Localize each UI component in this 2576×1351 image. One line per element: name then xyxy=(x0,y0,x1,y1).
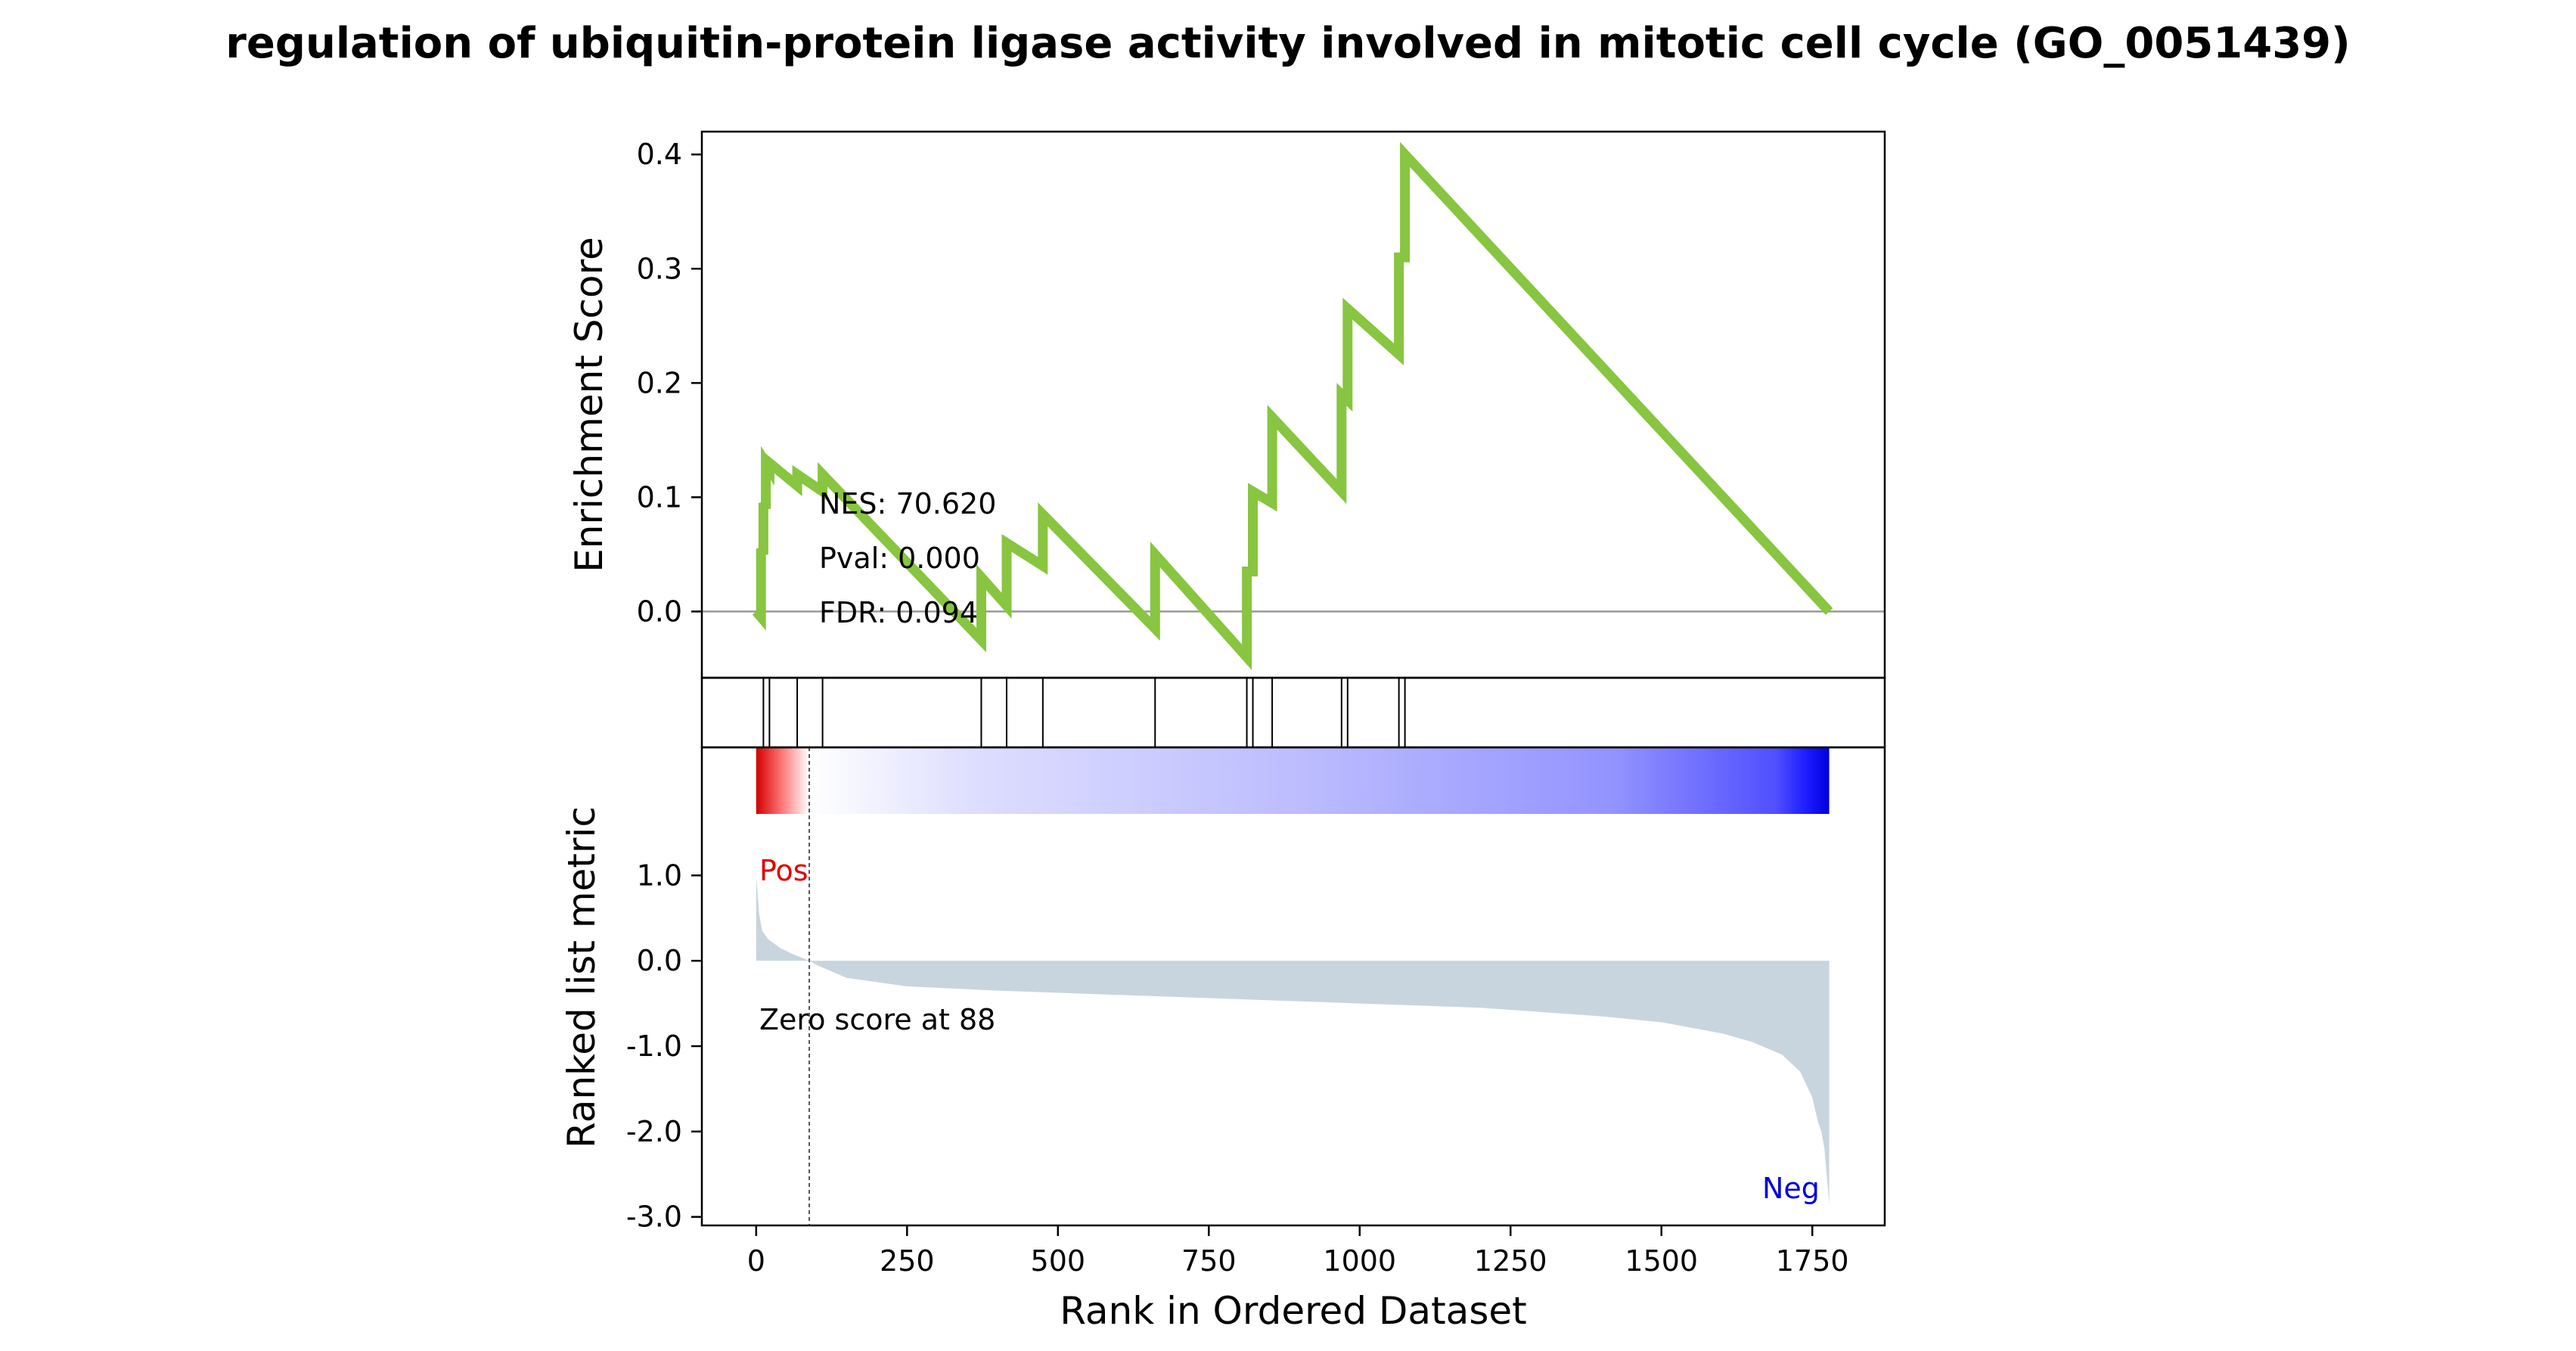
metric-panel-frame xyxy=(700,746,1886,1227)
x-tick-label: 1000 xyxy=(1323,1244,1396,1278)
metric-y-tick-label: -3.0 xyxy=(626,1200,682,1234)
x-axis-label: Rank in Ordered Dataset xyxy=(1060,1289,1526,1333)
nes-annotation: NES: 70.620 xyxy=(819,487,996,520)
metric-y-axis-label: Ranked list metric xyxy=(560,806,604,1148)
heat-bar xyxy=(756,747,1830,814)
es-y-tick-label: 0.1 xyxy=(637,480,682,514)
es-y-axis-label: Enrichment Score xyxy=(567,237,611,573)
fdr-annotation: FDR: 0.094 xyxy=(819,596,978,629)
es-y-tick-label: 0.2 xyxy=(637,366,682,399)
x-tick-label: 0 xyxy=(747,1244,765,1278)
neg-label: Neg xyxy=(1762,1172,1820,1205)
zero-score-label: Zero score at 88 xyxy=(759,1003,995,1036)
metric-y-tick-label: -1.0 xyxy=(626,1030,682,1063)
hits-panel-frame xyxy=(700,676,1886,749)
x-tick-label: 750 xyxy=(1181,1244,1237,1278)
metric-y-tick-label: -2.0 xyxy=(626,1115,682,1148)
x-tick-label: 1500 xyxy=(1625,1244,1698,1278)
metric-y-tick-label: 0.0 xyxy=(637,944,682,977)
pos-label: Pos xyxy=(759,854,808,887)
metric-y-ticks: 1.0 0.0 -1.0 -2.0 -3.0 xyxy=(626,859,702,1234)
metric-panel: Pos Neg Zero score at 88 1.0 0.0 -1.0 -2.0 -… xyxy=(560,747,1830,1234)
es-y-tick-label: 0.3 xyxy=(637,252,682,285)
chart-title: regulation of ubiquitin-protein ligase a… xyxy=(225,19,2350,68)
x-tick-label: 250 xyxy=(880,1244,935,1278)
x-tick-label: 1750 xyxy=(1776,1244,1849,1278)
es-series-group xyxy=(752,141,1833,670)
es-y-tick-label: 0.0 xyxy=(637,595,682,628)
es-y-ticks: 0.0 0.1 0.2 0.3 0.4 xyxy=(637,138,702,628)
hits-panel xyxy=(762,678,1406,747)
es-panel: 0.0 0.1 0.2 0.3 0.4 NES: 70.620 Pval: 0.000 … xyxy=(567,138,1885,670)
es-y-tick-label: 0.4 xyxy=(637,138,682,171)
x-axis-ticks: 0 250 500 750 1000 1250 1500 1750 xyxy=(747,1225,1849,1278)
es-line xyxy=(752,141,1833,670)
x-tick-label: 500 xyxy=(1031,1244,1086,1278)
metric-y-tick-label: 1.0 xyxy=(637,859,682,892)
x-tick-label: 1250 xyxy=(1474,1244,1547,1278)
pval-annotation: Pval: 0.000 xyxy=(819,542,980,575)
es-stats-box: NES: 70.620 Pval: 0.000 FDR: 0.094 xyxy=(819,487,996,629)
metric-area xyxy=(756,875,1830,1204)
